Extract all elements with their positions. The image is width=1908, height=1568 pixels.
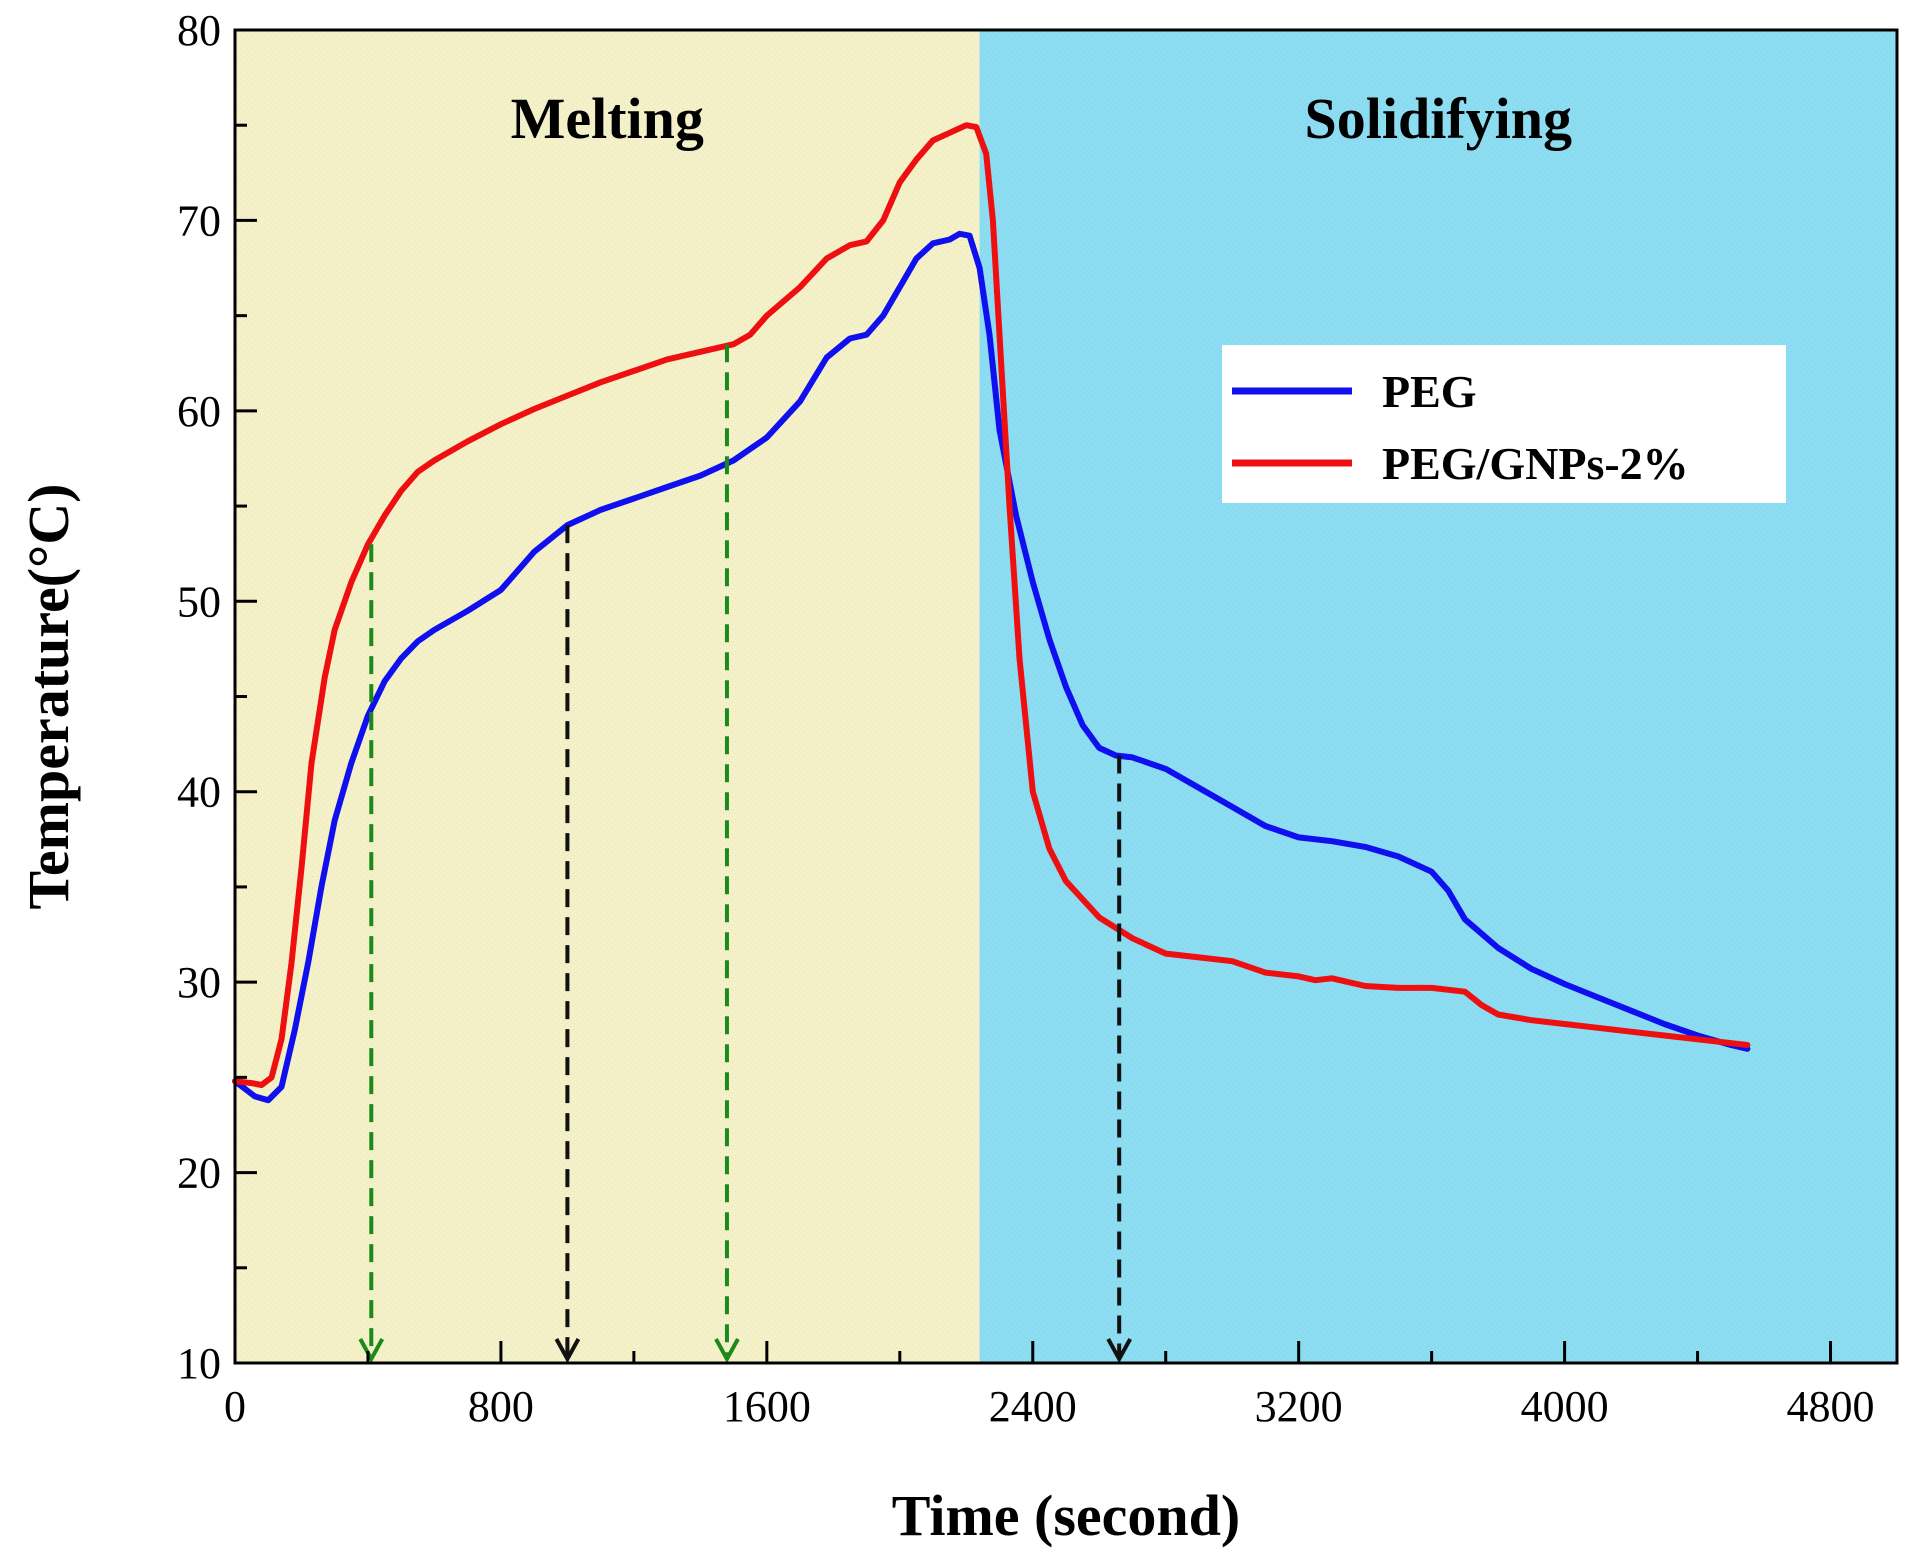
y-axis-title: Temperature(°C) xyxy=(16,484,81,910)
y-tick-label-60: 60 xyxy=(177,387,221,436)
y-tick-label-30: 30 xyxy=(177,958,221,1007)
melting-end-peg-gnps-arrow-head xyxy=(714,1338,740,1364)
x-tick-label-4000: 4000 xyxy=(1521,1382,1609,1431)
x-tick-label-4800: 4800 xyxy=(1787,1382,1875,1431)
x-tick-label-3200: 3200 xyxy=(1255,1382,1343,1431)
solidifying-peg-arrow-head xyxy=(1106,1338,1132,1364)
series-line-peg-gnps xyxy=(232,122,1751,1088)
y-tick-label-20: 20 xyxy=(177,1149,221,1198)
y-tick-label-40: 40 xyxy=(177,768,221,817)
melting-peg-arrow-head xyxy=(554,1338,581,1364)
region-label-melting: Melting xyxy=(511,86,704,151)
melting-onset-peg-gnps-arrow xyxy=(358,544,385,1364)
x-tick-label-800: 800 xyxy=(468,1382,534,1431)
region-texture-melting xyxy=(235,30,980,1363)
legend: PEG PEG/GNPs-2% xyxy=(1222,345,1786,503)
region-label-solidifying: Solidifying xyxy=(1305,86,1573,151)
y-tick-label-50: 50 xyxy=(177,577,221,626)
x-axis-title: Time (second) xyxy=(892,1483,1241,1548)
series-line-peg xyxy=(232,230,1751,1104)
melting-peg-arrow xyxy=(554,525,581,1364)
x-tick-label-2400: 2400 xyxy=(989,1382,1077,1431)
melting-onset-peg-gnps-arrow-head xyxy=(358,1338,385,1364)
melting-end-peg-gnps-arrow xyxy=(714,344,740,1364)
legend-label-peg-gnps: PEG/GNPs-2% xyxy=(1382,438,1689,489)
solidifying-peg-arrow xyxy=(1106,755,1132,1364)
legend-box xyxy=(1222,345,1786,503)
y-tick-label-10: 10 xyxy=(177,1339,221,1388)
legend-label-peg: PEG xyxy=(1382,366,1477,417)
x-tick-label-0: 0 xyxy=(224,1382,246,1431)
x-tick-label-1600: 1600 xyxy=(723,1382,811,1431)
y-tick-label-80: 80 xyxy=(177,6,221,55)
y-tick-label-70: 70 xyxy=(177,196,221,245)
region-texture-solidifying xyxy=(979,30,1897,1363)
